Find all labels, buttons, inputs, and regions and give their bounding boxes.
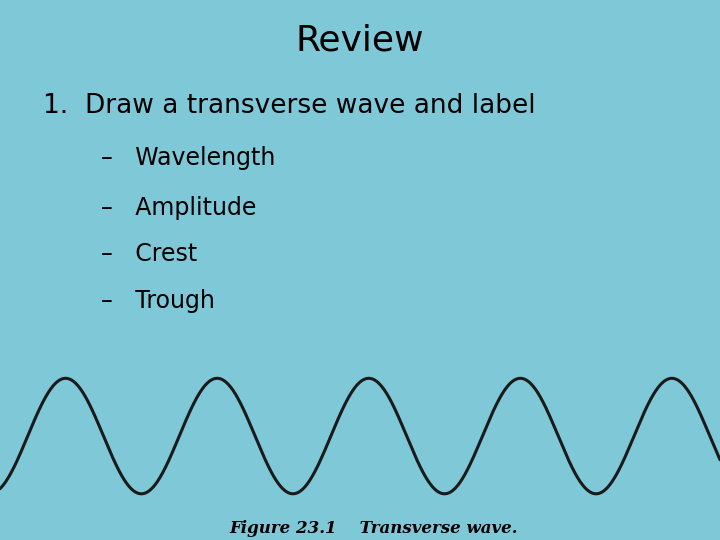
Text: –   Crest: – Crest [101, 242, 197, 266]
Text: Figure 23.1    Transverse wave.: Figure 23.1 Transverse wave. [230, 520, 518, 537]
Text: –   Amplitude: – Amplitude [101, 196, 256, 220]
Text: 1.  Draw a transverse wave and label: 1. Draw a transverse wave and label [43, 93, 536, 119]
Text: Review: Review [296, 23, 424, 57]
Text: –   Trough: – Trough [101, 289, 215, 313]
Text: –   Wavelength: – Wavelength [101, 146, 275, 170]
